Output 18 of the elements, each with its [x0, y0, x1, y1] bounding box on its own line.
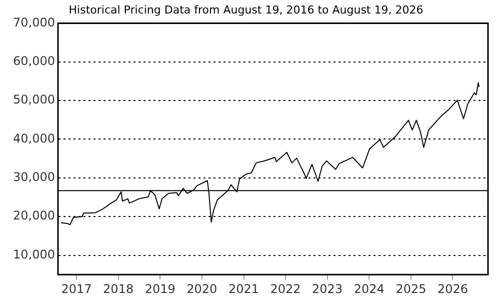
y-tick-label: 10,000: [13, 247, 55, 262]
x-tick-label: 2017: [61, 282, 92, 296]
y-tick-label: 40,000: [13, 131, 55, 146]
x-tick-label: 2021: [228, 282, 260, 296]
x-tick-label: 2023: [312, 282, 343, 296]
x-tick-label: 2020: [186, 282, 218, 296]
chart-title: Historical Pricing Data from August 19, 2016 to August 19, 2026: [68, 3, 424, 16]
y-tick-label: 20,000: [13, 208, 55, 223]
y-tick-label: 70,000: [13, 15, 55, 30]
x-tick-label: 2022: [270, 282, 301, 296]
x-tick-label: 2025: [396, 282, 426, 296]
x-tick-label: 2026: [437, 282, 468, 296]
y-tick-label: 60,000: [13, 54, 55, 68]
y-tick-label: 50,000: [13, 92, 55, 107]
x-tick-label: 2018: [103, 282, 134, 296]
x-tick-label: 2024: [354, 282, 384, 296]
x-tick-label: 2019: [144, 282, 176, 296]
y-tick-label: 30,000: [13, 170, 55, 184]
